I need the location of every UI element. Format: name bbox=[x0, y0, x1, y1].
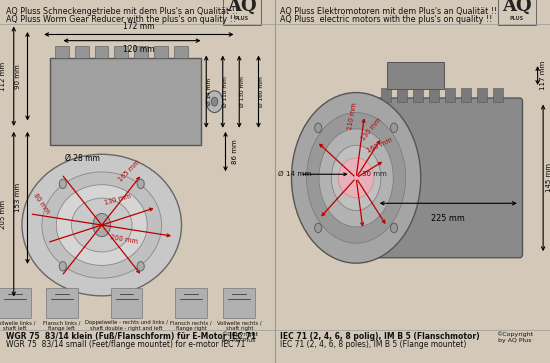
Text: Doppelwelle - rechts und links /
shaft double - right and left: Doppelwelle - rechts und links / shaft d… bbox=[85, 320, 168, 331]
Bar bbox=[444, 88, 455, 102]
Text: 165 mm: 165 mm bbox=[117, 159, 141, 183]
Circle shape bbox=[344, 162, 368, 194]
Text: 110 mm: 110 mm bbox=[346, 102, 358, 130]
Bar bbox=[412, 88, 424, 102]
Text: 117 mm: 117 mm bbox=[540, 61, 546, 90]
Circle shape bbox=[137, 262, 144, 271]
Circle shape bbox=[137, 179, 144, 188]
Text: WGR 75  83/14 small (Feet/flange mountet) for e-motor IEC 71: WGR 75 83/14 small (Feet/flange mountet)… bbox=[6, 340, 245, 350]
Text: 130 mm: 130 mm bbox=[104, 193, 133, 206]
FancyBboxPatch shape bbox=[50, 58, 201, 145]
Text: 200 mm: 200 mm bbox=[109, 234, 138, 245]
Text: IEC 71 (2, 4, 6, 8 poles), IM B 5 (Flange mountet): IEC 71 (2, 4, 6, 8 poles), IM B 5 (Flang… bbox=[280, 340, 467, 350]
Bar bbox=[429, 88, 439, 102]
Text: Ø 14 mm: Ø 14 mm bbox=[206, 78, 212, 105]
Bar bbox=[493, 88, 503, 102]
Circle shape bbox=[211, 97, 218, 106]
Text: Flansch rechts /
flange right: Flansch rechts / flange right bbox=[170, 320, 212, 331]
Text: 145 mm: 145 mm bbox=[547, 163, 550, 192]
Circle shape bbox=[331, 145, 381, 211]
Ellipse shape bbox=[56, 185, 147, 265]
Text: PLUS: PLUS bbox=[235, 16, 249, 21]
Text: Ø 160 mm: Ø 160 mm bbox=[258, 76, 264, 107]
Ellipse shape bbox=[22, 154, 182, 296]
Bar bbox=[55, 46, 69, 58]
Circle shape bbox=[390, 223, 398, 233]
Text: ©Copyright
by AQ Plus: ©Copyright by AQ Plus bbox=[496, 331, 533, 343]
Text: AQ Pluss Worm Gear Reducer with the plus's on quality !!: AQ Pluss Worm Gear Reducer with the plus… bbox=[6, 15, 235, 24]
Text: AQ Pluss  electric motors with the plus's on quality !!: AQ Pluss electric motors with the plus's… bbox=[280, 15, 493, 24]
Circle shape bbox=[206, 91, 223, 113]
Text: AQ: AQ bbox=[227, 0, 257, 15]
Text: ©Copyright
by AQ Plus: ©Copyright by AQ Plus bbox=[221, 331, 258, 343]
Text: Ø 110 mm: Ø 110 mm bbox=[223, 76, 228, 107]
FancyBboxPatch shape bbox=[387, 62, 443, 89]
Bar bbox=[46, 288, 78, 318]
Circle shape bbox=[59, 179, 67, 188]
Bar bbox=[111, 288, 142, 318]
Circle shape bbox=[292, 93, 421, 263]
FancyBboxPatch shape bbox=[374, 98, 522, 258]
Text: Vollwelle links /
shaft left: Vollwelle links / shaft left bbox=[0, 320, 35, 331]
Text: AQ: AQ bbox=[502, 0, 532, 15]
Bar bbox=[461, 88, 471, 102]
Bar bbox=[114, 46, 128, 58]
Text: Ø 130 mm: Ø 130 mm bbox=[239, 76, 245, 107]
Text: 225 mm: 225 mm bbox=[431, 214, 465, 223]
Text: 112 mm: 112 mm bbox=[0, 62, 6, 91]
Circle shape bbox=[319, 129, 393, 227]
Text: 130 mm: 130 mm bbox=[360, 117, 382, 141]
Circle shape bbox=[93, 213, 111, 237]
Text: Flansch links /
flange left: Flansch links / flange left bbox=[43, 320, 80, 331]
Bar bbox=[95, 46, 108, 58]
Ellipse shape bbox=[338, 158, 374, 198]
Text: Vollwelle rechts /
shaft right: Vollwelle rechts / shaft right bbox=[217, 320, 262, 331]
Bar bbox=[397, 88, 407, 102]
Circle shape bbox=[390, 123, 398, 132]
Text: 205 mm: 205 mm bbox=[0, 200, 6, 229]
Circle shape bbox=[315, 223, 322, 233]
Ellipse shape bbox=[72, 198, 132, 252]
Text: AQ Pluss Elektromotoren mit dem Plus's an Qualität !!: AQ Pluss Elektromotoren mit dem Plus's a… bbox=[280, 7, 498, 16]
Text: 86 mm: 86 mm bbox=[232, 139, 238, 164]
Text: IEC 71 (2, 4, 6, 8 polig), IM B 5 (Flanschmotor): IEC 71 (2, 4, 6, 8 polig), IM B 5 (Flans… bbox=[280, 332, 480, 341]
Text: 120 mm: 120 mm bbox=[123, 45, 155, 54]
Text: PLUS: PLUS bbox=[510, 16, 524, 21]
Ellipse shape bbox=[42, 172, 162, 278]
Text: 172 mm: 172 mm bbox=[123, 22, 155, 31]
Text: 160 mm: 160 mm bbox=[366, 136, 393, 154]
Text: AQ Pluss Schneckengetriebe mit dem Plus's an Qualität !!: AQ Pluss Schneckengetriebe mit dem Plus'… bbox=[6, 7, 238, 16]
Text: 30 mm: 30 mm bbox=[362, 171, 386, 177]
Bar bbox=[175, 288, 207, 318]
Bar bbox=[174, 46, 188, 58]
Bar bbox=[0, 288, 31, 318]
Circle shape bbox=[307, 113, 406, 243]
Bar bbox=[75, 46, 89, 58]
Bar bbox=[223, 288, 255, 318]
Bar bbox=[134, 46, 148, 58]
Text: 90 mm: 90 mm bbox=[15, 64, 21, 89]
Bar bbox=[154, 46, 168, 58]
Circle shape bbox=[59, 262, 67, 271]
Text: 153 mm: 153 mm bbox=[15, 183, 21, 212]
Bar bbox=[476, 88, 487, 102]
Text: Ø 28 mm: Ø 28 mm bbox=[65, 154, 100, 163]
Bar bbox=[381, 88, 392, 102]
Circle shape bbox=[315, 123, 322, 132]
Text: Ø 14 mm: Ø 14 mm bbox=[278, 171, 311, 177]
Text: 80 mm: 80 mm bbox=[32, 192, 51, 215]
Text: WGR 75  83/14 klein (Fuß/Flanschform) für E-Motor IEC 71: WGR 75 83/14 klein (Fuß/Flanschform) für… bbox=[6, 332, 256, 341]
